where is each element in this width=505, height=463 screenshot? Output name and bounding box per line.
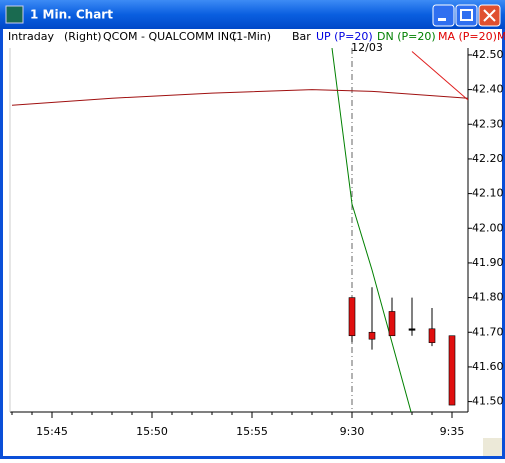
header-text: QCOM - QUALCOMM INC (103, 30, 237, 43)
legend-entry: DN (P=20) (377, 30, 436, 43)
header-text: Intraday (8, 30, 55, 43)
chart-area (3, 29, 502, 456)
legend-entry: UP (P=20) (316, 30, 373, 43)
candle-body (428, 328, 436, 343)
maximize-button[interactable] (455, 4, 478, 27)
app-icon (5, 5, 24, 24)
y-tick-label: 42.30 (472, 117, 504, 130)
candle-body (448, 335, 456, 406)
candle-body (388, 311, 396, 337)
date-annotation: 12/03 (351, 41, 383, 54)
candle-body (348, 297, 356, 337)
x-tick-label: 15:55 (236, 425, 268, 438)
window-title: 1 Min. Chart (30, 8, 113, 22)
candle-body (368, 331, 376, 340)
y-tick-label: 42.40 (472, 83, 504, 96)
title-bar (0, 0, 505, 29)
indicator-line (11, 89, 468, 106)
indicator-line (331, 48, 412, 412)
y-tick-label: 42.00 (472, 221, 504, 234)
x-tick-label: 9:35 (440, 425, 465, 438)
indicator-line (411, 51, 468, 101)
y-tick-label: 41.90 (472, 256, 504, 269)
resize-grip[interactable] (483, 438, 502, 456)
y-tick-label: 42.20 (472, 152, 504, 165)
y-tick-label: 42.50 (472, 48, 504, 61)
close-button[interactable] (478, 4, 501, 27)
x-tick-label: 9:30 (340, 425, 365, 438)
header-text: (Right) (64, 30, 102, 43)
header-text: (1-Min) (232, 30, 271, 43)
candle-body (408, 328, 416, 331)
plot (11, 48, 468, 412)
legend-entry: MA (P=20) (438, 30, 497, 43)
x-tick-label: 15:50 (136, 425, 168, 438)
y-tick-label: 41.70 (472, 325, 504, 338)
y-tick-label: 41.60 (472, 360, 504, 373)
y-tick-label: 41.80 (472, 291, 504, 304)
minimize-button[interactable] (432, 4, 455, 27)
y-tick-label: 41.50 (472, 395, 504, 408)
x-tick-label: 15:45 (36, 425, 68, 438)
header-text: M (497, 30, 505, 43)
y-tick-label: 42.10 (472, 187, 504, 200)
header-text: Bar (292, 30, 311, 43)
